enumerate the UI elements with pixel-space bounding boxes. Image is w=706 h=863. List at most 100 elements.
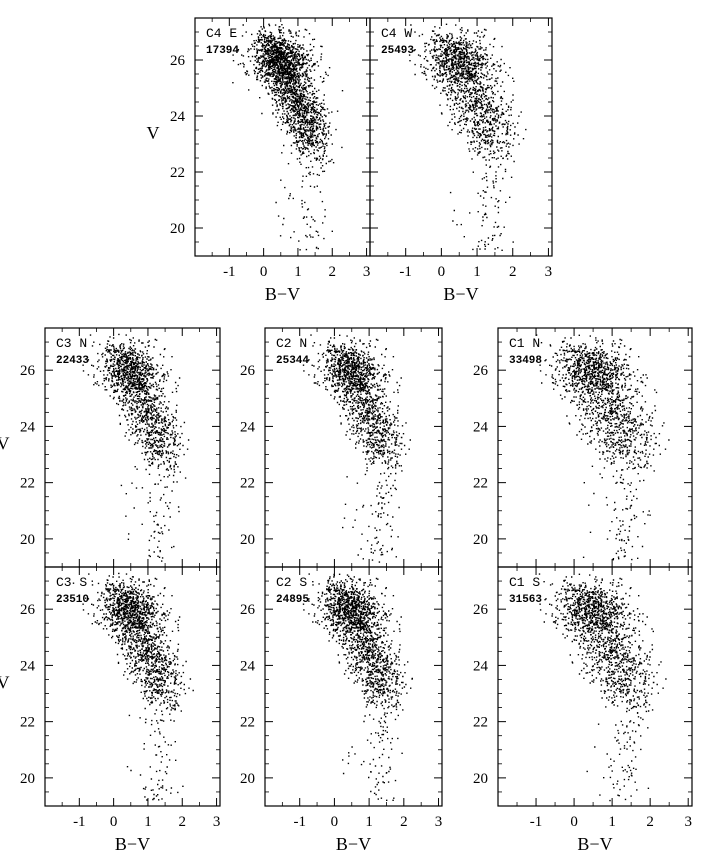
scatter-marks [302,334,411,563]
y-tick-label: 20 [473,771,488,787]
x-tick-label: 0 [110,814,118,830]
x-tick-label: 3 [363,264,371,280]
y-tick-label: 26 [473,602,489,618]
star-count: 33498 [509,355,542,367]
x-tick-label: -1 [293,814,306,830]
scatter-marks [82,333,190,562]
y-tick-label: 22 [473,715,488,731]
star-count: 23510 [56,594,89,606]
x-axis-label: B−V [443,284,478,304]
y-tick-label: 26 [170,53,186,69]
y-tick-label: 24 [20,658,36,674]
x-tick-label: 0 [570,814,578,830]
x-tick-label: 1 [608,814,616,830]
x-tick-label: 1 [365,814,373,830]
star-points [82,333,190,562]
field-label: C3 N [56,336,87,351]
y-tick-label: 26 [240,363,256,379]
y-axis-label: V [0,434,10,454]
y-tick-label: 20 [240,771,255,787]
y-tick-label: 26 [20,363,36,379]
star-points [72,572,194,801]
y-tick-label: 20 [473,532,488,548]
y-tick-label: 22 [240,715,255,731]
scatter-marks [535,334,670,561]
y-tick-label: 20 [240,532,255,548]
x-tick-label: -1 [73,814,86,830]
y-axis-label: V [0,673,10,693]
star-points [535,334,670,561]
x-tick-label: 2 [400,814,408,830]
star-count: 24895 [276,594,309,606]
field-label: C4 E [206,26,237,41]
x-axis-label: B−V [115,834,150,854]
cmd-panel: 20 22 24 26 C2 N 25344 [240,327,443,568]
x-tick-label: 3 [545,264,553,280]
x-tick-label: 2 [509,264,517,280]
plot-frame [44,566,221,807]
x-axis-label: B−V [336,834,371,854]
y-axis-label: V [147,123,160,143]
y-tick-label: 24 [170,109,186,125]
plot-frame [497,566,693,807]
x-axis-label: B−V [577,834,612,854]
x-tick-label: 3 [684,814,692,830]
x-tick-label: 3 [435,814,443,830]
x-tick-label: 1 [144,814,152,830]
field-label: C4 W [381,26,412,41]
plot-frame [264,566,443,807]
x-tick-label: 3 [213,814,221,830]
cmd-panel: -1 0 1 2 3 20 22 24 26 B−V V C4 E 17394 [147,17,371,304]
star-points [232,23,344,251]
x-tick-label: 0 [438,264,446,280]
x-tick-label: -1 [530,814,543,830]
y-tick-label: 22 [170,165,185,181]
y-tick-label: 24 [20,419,36,435]
star-count: 17394 [206,45,239,57]
star-count: 31563 [509,594,542,606]
y-tick-label: 26 [20,602,36,618]
cmd-panel: 20 22 24 26 C1 N 33498 [473,327,693,568]
y-tick-label: 22 [240,476,255,492]
star-points [302,334,411,563]
y-tick-label: 24 [473,658,489,674]
scatter-marks [72,572,194,801]
scatter-marks [408,23,527,251]
field-label: C1 N [509,336,540,351]
plot-frame [369,17,553,257]
cmd-panel: -1 0 1 2 3 20 22 24 26 B−V V C3 S 23510 [0,566,221,854]
y-tick-label: 26 [240,602,256,618]
x-axis-label: B−V [265,284,300,304]
y-tick-label: 24 [240,419,256,435]
x-tick-label: -1 [223,264,236,280]
x-tick-label: 2 [179,814,187,830]
star-points [538,573,667,802]
x-tick-label: 2 [329,264,337,280]
y-tick-label: 20 [170,221,185,237]
cmd-panel: -1 0 1 2 3 B−V C4 W 25493 [369,17,553,304]
star-points [302,573,413,801]
star-count: 25493 [381,45,414,57]
y-tick-label: 22 [20,715,35,731]
scatter-marks [232,23,344,251]
field-label: C2 N [276,336,307,351]
y-tick-label: 20 [20,532,35,548]
star-points [408,23,527,251]
x-tick-label: 0 [331,814,339,830]
cmd-panel: 20 22 24 26 V C3 N 22433 [0,327,221,568]
y-tick-label: 22 [20,476,35,492]
x-tick-label: 2 [646,814,654,830]
x-tick-label: -1 [399,264,412,280]
y-tick-label: 24 [240,658,256,674]
x-tick-label: 1 [473,264,481,280]
field-label: C3 S [56,575,87,590]
scatter-marks [302,573,413,801]
x-tick-label: 1 [294,264,302,280]
y-tick-label: 22 [473,476,488,492]
field-label: C1 S [509,575,540,590]
y-tick-label: 26 [473,363,489,379]
star-count: 22433 [56,355,89,367]
cmd-panel: -1 0 1 2 3 20 22 24 26 B−V C1 S 31563 [473,566,693,854]
star-count: 25344 [276,355,309,367]
